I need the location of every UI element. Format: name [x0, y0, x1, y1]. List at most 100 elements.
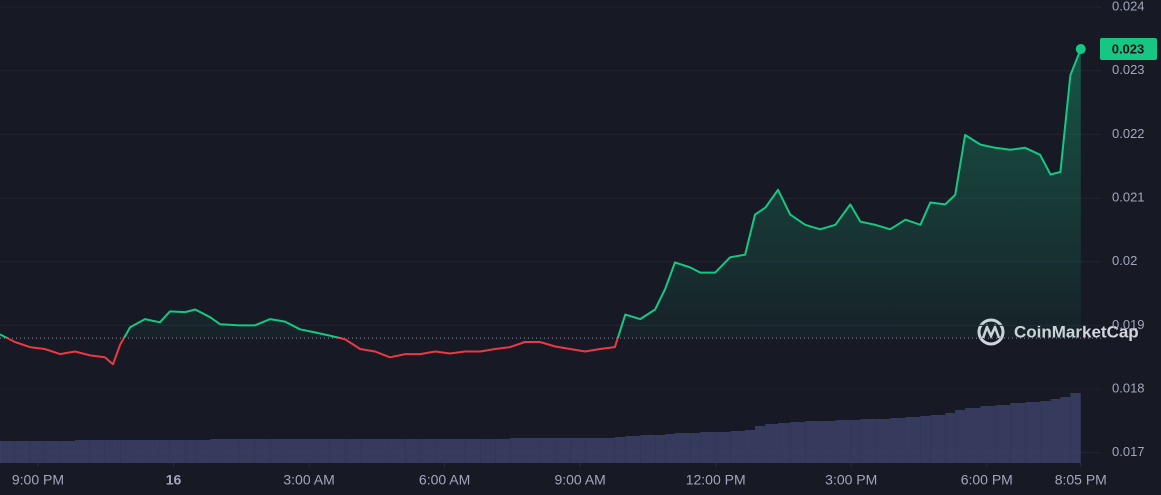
- volume-bar: [185, 440, 196, 463]
- volume-bar: [715, 432, 731, 463]
- last-point: [1075, 44, 1086, 55]
- volume-bar: [270, 439, 286, 463]
- volume-bar: [1010, 403, 1026, 463]
- volume-bar: [690, 433, 701, 463]
- volume-bar: [754, 426, 766, 463]
- volume-bar: [29, 441, 45, 463]
- volume-bar: [145, 440, 160, 463]
- volume-bar: [329, 439, 346, 463]
- y-tick-label: 0.021: [1112, 190, 1145, 205]
- volume-bar: [130, 440, 146, 463]
- volume-bar: [539, 438, 556, 463]
- volume-bar: [805, 421, 821, 463]
- volume-bar: [495, 439, 511, 463]
- x-tick-label: 8:05 PM: [1055, 472, 1107, 488]
- volume-bar: [405, 439, 421, 463]
- volume-bar: [75, 440, 90, 463]
- volume-bar: [89, 440, 105, 463]
- volume-bar: [420, 439, 436, 463]
- volume-bar: [159, 440, 170, 463]
- y-tick-label: 0.019: [1112, 317, 1145, 332]
- volume-bar: [850, 420, 861, 463]
- volume-bar: [920, 416, 931, 463]
- volume-bar: [570, 438, 586, 463]
- volume-bar: [995, 405, 1011, 463]
- volume-bar: [945, 413, 956, 463]
- x-tick-label: 9:00 PM: [12, 472, 64, 488]
- volume-bar: [1060, 397, 1071, 463]
- volume-bar: [675, 433, 691, 463]
- volume-bar: [730, 431, 746, 463]
- volume-bar: [112, 440, 121, 463]
- volume-bar: [655, 435, 666, 463]
- volume-bar: [614, 437, 626, 463]
- volume-bar: [60, 441, 76, 463]
- price-badge: [1100, 38, 1157, 61]
- volume-bar: [585, 438, 601, 463]
- volume-bar: [220, 439, 240, 463]
- volume-bar: [600, 438, 615, 463]
- volume-bar: [930, 415, 946, 463]
- y-tick-label: 0.02: [1112, 253, 1137, 268]
- volume-bar: [464, 439, 481, 463]
- volume-bar: [1050, 399, 1061, 463]
- volume-bar: [765, 424, 779, 463]
- volume-bar: [640, 435, 656, 463]
- price-badge-label: 0.023: [1112, 41, 1145, 56]
- volume-bar: [435, 439, 451, 463]
- volume-bar: [210, 439, 221, 463]
- y-tick-label: 0.024: [1112, 0, 1145, 13]
- volume-bar: [1040, 401, 1051, 463]
- x-tick-label: 3:00 PM: [825, 472, 877, 488]
- volume-bar: [314, 439, 330, 463]
- volume-bar: [480, 439, 496, 463]
- x-tick-label: 6:00 PM: [961, 472, 1013, 488]
- volume-bar: [345, 439, 361, 463]
- volume-bar: [905, 417, 921, 463]
- volume-bar: [254, 439, 271, 463]
- volume-bar: [285, 439, 301, 463]
- volume-bar: [510, 438, 526, 463]
- volume-bar: [0, 441, 15, 463]
- volume-bar: [980, 406, 996, 463]
- volume-bar: [1025, 402, 1041, 463]
- volume-bar: [745, 430, 755, 463]
- volume-bar: [120, 440, 131, 463]
- volume-bar: [195, 440, 211, 463]
- volume-bar: [14, 441, 30, 463]
- x-tick-label: 3:00 AM: [283, 472, 334, 488]
- y-tick-label: 0.023: [1112, 62, 1145, 77]
- volume-bar: [778, 423, 791, 463]
- volume-bar: [835, 420, 851, 463]
- price-line: [0, 48, 1082, 366]
- y-tick-label: 0.018: [1112, 381, 1145, 396]
- volume-bar: [790, 422, 806, 463]
- volume-bar: [104, 440, 113, 463]
- volume-bar: [1070, 393, 1081, 463]
- volume-bar: [300, 439, 315, 463]
- x-tick-label: 16: [166, 472, 182, 488]
- volume-bar: [169, 440, 186, 463]
- volume-bar: [875, 419, 891, 463]
- volume-bar: [820, 421, 836, 463]
- y-tick-label: 0.017: [1112, 444, 1145, 459]
- x-tick-label: 6:00 AM: [419, 472, 470, 488]
- volume-bar: [700, 432, 716, 463]
- x-tick-label: 9:00 AM: [554, 472, 605, 488]
- x-tick-label: 12:00 PM: [686, 472, 746, 488]
- volume-bar: [389, 439, 406, 463]
- volume-bar: [44, 441, 61, 463]
- y-tick-label: 0.022: [1112, 126, 1145, 141]
- volume-bar: [375, 439, 390, 463]
- volume-bar: [239, 439, 255, 463]
- volume-bar: [955, 410, 966, 463]
- volume-bar: [360, 439, 376, 463]
- volume-bar: [665, 434, 676, 463]
- volume-bar: [525, 438, 540, 463]
- volume-bar: [555, 438, 571, 463]
- volume-bar: [890, 418, 906, 463]
- volume-bar: [450, 439, 465, 463]
- volume-bar: [965, 408, 981, 463]
- area-above-baseline: [0, 49, 1081, 339]
